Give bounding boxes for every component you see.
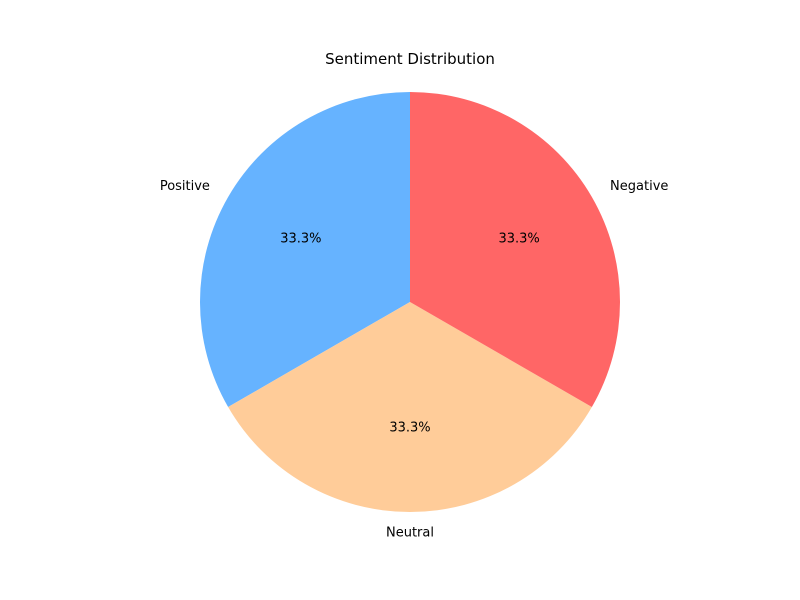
pie-slice-neutral [228, 302, 592, 513]
slice-label-negative: Negative [610, 179, 668, 194]
pct-label-positive: 33.3% [280, 232, 321, 247]
pie-slice-positive [199, 92, 410, 407]
pct-label-negative: 33.3% [498, 232, 539, 247]
pie-labels: 33.3% Positive 33.3% Neutral 33.3% Negative [160, 179, 669, 541]
pct-label-neutral: 33.3% [389, 421, 430, 436]
slice-label-neutral: Neutral [386, 526, 434, 541]
pie-slice-negative [410, 92, 621, 407]
slice-label-positive: Positive [160, 179, 210, 194]
chart-title: Sentiment Distribution [325, 50, 495, 68]
pie-slices [199, 92, 621, 513]
